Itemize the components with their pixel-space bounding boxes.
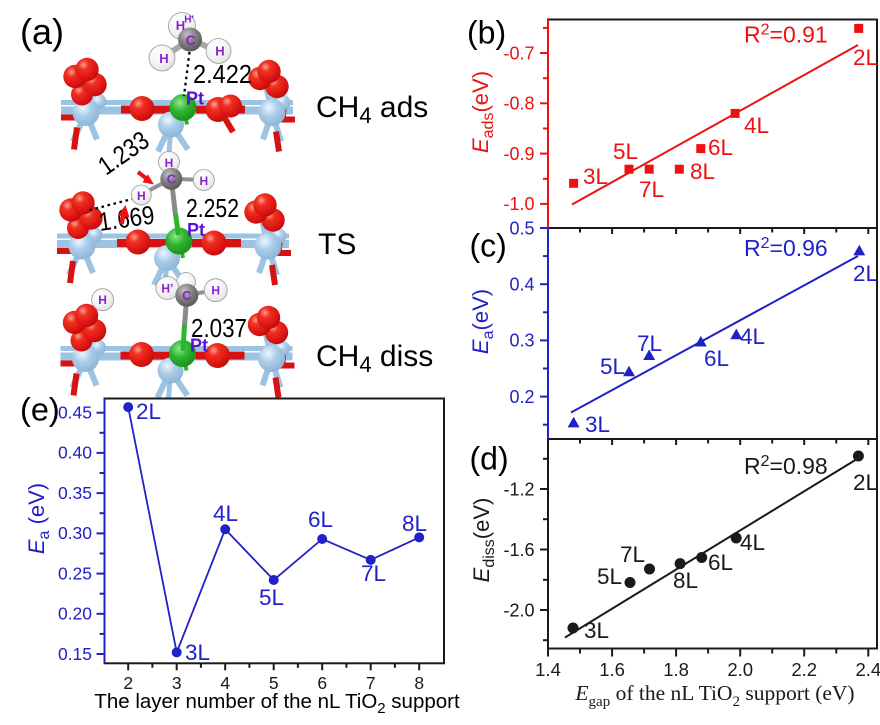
svg-text:H: H [199,174,208,188]
svg-text:-2.0: -2.0 [503,600,534,620]
svg-text:-0.9: -0.9 [503,144,534,164]
svg-text:Ea(eV): Ea(eV) [468,289,497,354]
svg-text:H: H [211,284,220,298]
svg-text:H: H [137,189,146,203]
svg-text:(a): (a) [20,11,64,52]
svg-text:3L: 3L [584,618,609,643]
svg-text:2L: 2L [853,261,878,286]
svg-text:-0.8: -0.8 [503,94,534,114]
svg-text:2.0: 2.0 [727,659,753,680]
svg-text:6L: 6L [708,550,733,575]
svg-text:CH4 diss: CH4 diss [316,340,433,377]
svg-text:0.15: 0.15 [58,644,92,664]
svg-text:-1.2: -1.2 [503,479,534,499]
svg-text:3L: 3L [185,640,210,665]
svg-text:4L: 4L [213,501,238,526]
svg-text:Eads(eV): Eads(eV) [468,71,497,153]
svg-text:2.252: 2.252 [186,193,239,223]
svg-text:5L: 5L [259,585,284,610]
svg-text:0.3: 0.3 [509,331,534,351]
svg-text:4: 4 [220,673,230,693]
svg-text:Ediss(eV): Ediss(eV) [469,498,498,583]
svg-text:1.4: 1.4 [535,659,561,680]
svg-text:6L: 6L [708,135,733,160]
svg-text:H’: H’ [161,282,173,296]
svg-text:R2=0.91: R2=0.91 [744,22,828,48]
svg-text:0.45: 0.45 [58,403,92,423]
svg-text:CH4 ads: CH4 ads [316,91,428,128]
svg-text:-0.7: -0.7 [503,43,534,63]
svg-text:6: 6 [317,673,327,693]
svg-text:Pt: Pt [190,336,208,356]
svg-text:H: H [165,156,174,170]
svg-text:Pt: Pt [186,89,204,109]
svg-text:7: 7 [366,673,376,693]
svg-text:6L: 6L [704,346,729,371]
svg-text:0.40: 0.40 [58,443,92,463]
svg-text:-1.6: -1.6 [503,540,534,560]
svg-text:0.20: 0.20 [58,604,92,624]
svg-text:3: 3 [172,673,182,693]
svg-text:C: C [167,172,177,187]
svg-text:2.4: 2.4 [855,659,880,680]
svg-text:2.422: 2.422 [193,59,252,89]
svg-text:3L: 3L [585,412,610,437]
svg-text:(d): (d) [470,441,509,477]
svg-text:R2=0.96: R2=0.96 [744,235,828,261]
svg-text:5L: 5L [597,564,622,589]
svg-text:The layer number of the nL Ti: The layer number of the nL TiO2 support [94,690,460,717]
svg-text:(e): (e) [20,392,60,428]
svg-text:H: H [215,44,224,59]
svg-text:H′: H′ [184,15,194,26]
svg-text:5L: 5L [613,139,638,164]
svg-text:0.30: 0.30 [58,523,92,543]
svg-text:2L: 2L [853,470,878,495]
svg-text:3L: 3L [583,164,608,189]
svg-text:0.4: 0.4 [509,275,534,295]
svg-text:4L: 4L [740,324,765,349]
svg-text:Egap of the nL TiO2 support (e: Egap of the nL TiO2 support (eV) [574,681,854,710]
svg-text:7L: 7L [361,561,386,586]
svg-text:1.8: 1.8 [663,659,689,680]
svg-text:2.2: 2.2 [791,659,817,680]
svg-text:7L: 7L [639,177,664,202]
svg-text:8L: 8L [690,159,715,184]
svg-text:2L: 2L [853,45,878,70]
svg-text:6L: 6L [308,507,333,532]
svg-text:0.25: 0.25 [58,563,92,583]
svg-text:Pt: Pt [187,220,205,240]
svg-text:8L: 8L [402,511,427,536]
svg-text:C: C [185,32,195,48]
svg-text:0.35: 0.35 [58,483,92,503]
svg-text:8: 8 [414,673,424,693]
svg-text:1.6: 1.6 [599,659,625,680]
svg-text:5L: 5L [600,354,625,379]
svg-text:(c): (c) [470,228,507,264]
svg-text:H: H [159,51,168,66]
svg-text:H: H [176,18,185,33]
svg-text:7L: 7L [620,542,645,567]
svg-text:(b): (b) [467,15,506,51]
svg-text:8L: 8L [673,568,698,593]
svg-text:5: 5 [269,673,279,693]
svg-text:2: 2 [123,673,133,693]
svg-text:0.2: 0.2 [509,387,534,407]
svg-text:0.5: 0.5 [509,218,534,238]
svg-text:-1.0: -1.0 [503,194,534,214]
svg-text:2.037: 2.037 [191,313,247,343]
svg-text:2L: 2L [136,399,161,424]
svg-text:7L: 7L [637,331,662,356]
svg-text:C: C [182,288,192,303]
svg-text:4L: 4L [740,530,765,555]
svg-text:R2=0.98: R2=0.98 [744,453,828,479]
svg-text:H: H [98,293,107,307]
svg-text:4L: 4L [744,113,769,138]
svg-text:Ea (eV): Ea (eV) [24,483,53,554]
svg-text:TS: TS [318,228,356,261]
